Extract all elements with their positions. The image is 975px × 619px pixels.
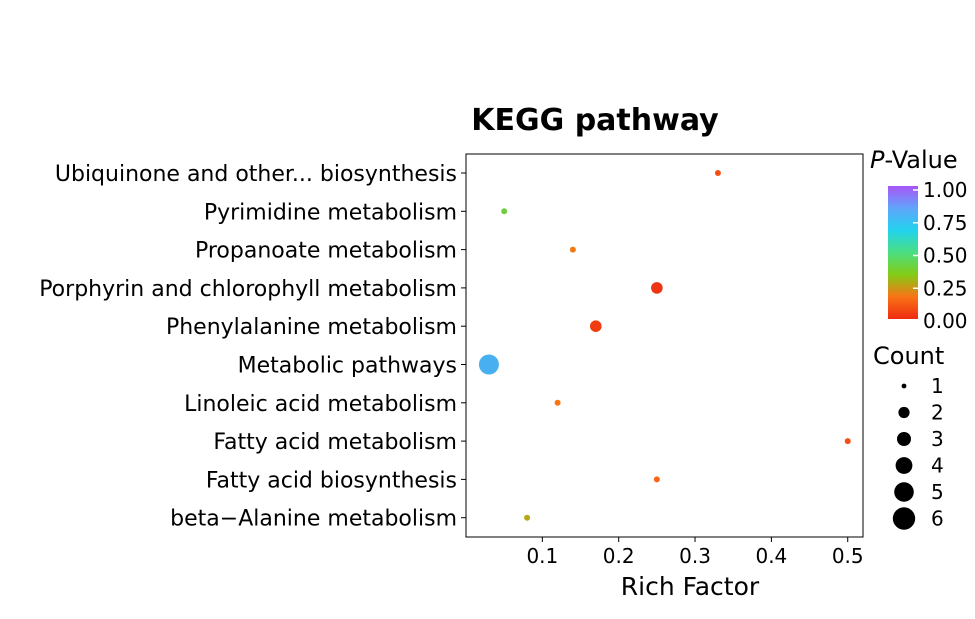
data-point — [844, 438, 851, 445]
count-legend-dot — [894, 482, 914, 502]
count-legend-dot — [901, 383, 907, 389]
p-value-tick-label: 0.00 — [923, 309, 968, 333]
data-point — [478, 354, 499, 375]
x-tick-label: 0.4 — [755, 544, 787, 568]
count-legend-dot — [898, 406, 910, 419]
count-legend: Count 1 23 45 6 — [873, 342, 944, 531]
x-tick-label: 0.5 — [832, 544, 864, 568]
data-point — [714, 170, 721, 176]
data-point — [651, 282, 663, 294]
p-value-tick-label: 0.50 — [923, 244, 968, 268]
y-axis-label: Pyrimidine metabolism — [204, 200, 457, 225]
y-axis-label: Fatty acid metabolism — [213, 430, 457, 455]
data-points — [478, 170, 851, 521]
p-value-tick-label: 0.25 — [923, 276, 968, 300]
y-axis-label: Propanoate metabolism — [195, 239, 457, 264]
y-axis-labels: beta−Alanine metabolism Fatty acid biosyn… — [39, 162, 466, 532]
y-axis-label: Phenylalanine metabolism — [166, 315, 457, 340]
y-axis-label: Porphyrin and chlorophyll metabolism — [39, 277, 457, 302]
p-value-legend-title-italic: P — [870, 146, 885, 174]
y-axis-label: beta−Alanine metabolism — [170, 507, 457, 532]
count-legend-dot — [897, 432, 911, 446]
count-legend-dot — [892, 507, 916, 530]
chart-title: KEGG pathway — [471, 103, 719, 138]
x-tick-label: 0.1 — [526, 544, 558, 568]
x-axis-title: Rich Factor — [621, 572, 760, 601]
data-point — [554, 399, 561, 406]
count-legend-label: 2 — [931, 401, 944, 425]
y-axis-label: Metabolic pathways — [238, 354, 457, 379]
y-axis-label: Ubiquinone and other... biosynthesis — [55, 162, 457, 187]
p-value-color-bar — [888, 186, 918, 319]
x-tick-label: 0.2 — [603, 544, 635, 568]
p-value-legend-title: P-Value — [870, 146, 958, 174]
p-value-tick-label: 0.75 — [923, 211, 968, 235]
plot-panel — [465, 153, 864, 538]
count-legend-label: 6 — [931, 507, 944, 531]
x-axis-ticks: 0.1 0.2 0.3 0.4 0.5 — [526, 537, 864, 568]
count-legend-label: 1 — [931, 374, 944, 398]
y-axis-label: Fatty acid biosynthesis — [206, 468, 457, 493]
data-point — [589, 320, 602, 333]
data-point — [524, 514, 531, 521]
data-point — [501, 208, 508, 215]
x-tick-label: 0.3 — [679, 544, 711, 568]
data-point — [653, 476, 660, 483]
y-axis-label: Linoleic acid metabolism — [184, 392, 457, 417]
count-legend-label: 5 — [931, 480, 944, 504]
count-legend-title: Count — [873, 342, 944, 370]
p-value-tick-label: 1.00 — [923, 178, 968, 202]
count-legend-label: 3 — [931, 427, 944, 451]
data-point — [569, 246, 576, 253]
count-legend-dot — [895, 457, 913, 474]
count-legend-label: 4 — [931, 454, 944, 478]
p-value-legend: P-Value 1.00 0.75 0.50 0.25 0.00 — [870, 146, 968, 333]
p-value-legend-title-rest: -Value — [884, 146, 957, 174]
